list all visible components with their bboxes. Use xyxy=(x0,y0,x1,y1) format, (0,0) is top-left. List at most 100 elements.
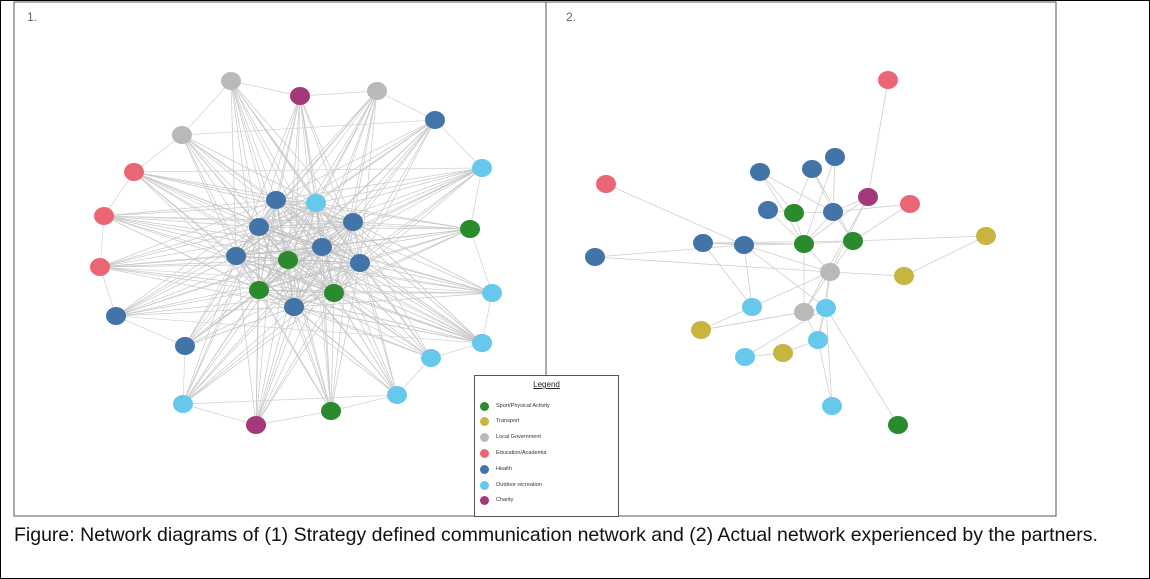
network-2-node-health xyxy=(585,248,605,266)
network-1-edge xyxy=(235,255,483,344)
panel-2-label: 2. xyxy=(566,10,577,24)
network-1-edge xyxy=(103,215,237,257)
network-1-edge xyxy=(184,255,237,347)
network-1-node-health xyxy=(343,213,363,231)
network-1-edge xyxy=(184,202,317,347)
network-1-edge xyxy=(255,410,332,426)
network-1-edge xyxy=(133,171,260,291)
network-2-node-health xyxy=(758,201,778,219)
network-1-edge xyxy=(99,266,335,294)
network-2-node-transport xyxy=(894,267,914,285)
network-1-edge xyxy=(230,80,277,201)
network-1-edge xyxy=(133,134,183,173)
network-1-edge xyxy=(255,289,260,426)
network-1-edge xyxy=(359,119,436,264)
network-2-edge xyxy=(759,171,805,245)
network-1-edge xyxy=(315,202,332,412)
network-1-edge xyxy=(182,289,260,405)
legend-dot-health xyxy=(480,464,489,474)
network-1-edge xyxy=(293,167,483,308)
network-1-edge xyxy=(293,306,432,359)
network-1-edge xyxy=(352,221,471,230)
network-1-edge xyxy=(315,167,483,204)
network-1-edge xyxy=(115,289,260,317)
network-1-edge xyxy=(133,171,483,344)
network-2-node-outdoor xyxy=(822,397,842,415)
network-1-edge xyxy=(321,246,332,412)
network-2-node-transport xyxy=(691,321,711,339)
network-1-edge xyxy=(352,221,432,359)
network-1-edge xyxy=(469,167,483,230)
legend-dot-sport xyxy=(480,401,489,411)
network-1-edge xyxy=(352,167,483,223)
network-1-edge xyxy=(230,80,260,228)
network-2-node-outdoor xyxy=(735,348,755,366)
network-2-edge xyxy=(817,339,833,407)
network-2-node-education xyxy=(878,71,898,89)
network-1-edge xyxy=(287,259,361,264)
network-1-edge xyxy=(333,228,471,294)
network-1-edge xyxy=(299,95,354,223)
network-1-edge xyxy=(181,134,323,248)
network-2-edge xyxy=(832,203,911,213)
network-2-edge xyxy=(832,156,836,213)
network-2-node-health xyxy=(693,234,713,252)
network-2-edge xyxy=(743,243,805,246)
network-1-edge xyxy=(287,90,378,261)
network-1-edge xyxy=(333,167,483,294)
network-1-node-sport xyxy=(324,284,344,302)
network-2-node-transport xyxy=(976,227,996,245)
network-1-edge xyxy=(258,95,301,228)
network-1-edge xyxy=(258,167,483,228)
legend-label-sport: Sport/Physical Activity xyxy=(496,403,550,409)
network-2-node-outdoor xyxy=(742,298,762,316)
network-1-node-health xyxy=(425,111,445,129)
network-1-edge xyxy=(99,221,354,268)
network-1-edge xyxy=(99,199,277,268)
legend-dot-outdoor xyxy=(480,480,489,490)
network-2-edge xyxy=(605,183,745,246)
network-1-node-education xyxy=(90,258,110,276)
network-1-edge xyxy=(258,289,335,294)
network-1-edge xyxy=(115,262,361,317)
network-1-node-localgov xyxy=(221,72,241,90)
network-1-edge xyxy=(235,119,436,257)
network-1-edge xyxy=(235,255,295,308)
network-1-edge xyxy=(103,199,277,217)
network-1-edge xyxy=(99,266,260,291)
network-1-edge xyxy=(230,80,354,223)
network-1-edge xyxy=(258,202,317,228)
network-1-edge xyxy=(99,266,493,294)
network-2-node-education xyxy=(596,175,616,193)
network-1-edge xyxy=(258,262,361,291)
network-2-edge xyxy=(852,235,987,242)
network-2-node-health xyxy=(823,203,843,221)
network-1-edge xyxy=(230,80,323,248)
network-1-edge xyxy=(275,199,361,264)
legend-item-health: Health xyxy=(480,463,512,475)
network-1-edge xyxy=(235,95,301,257)
legend-label-education: Education/Academia xyxy=(496,450,547,456)
legend-dot-charity xyxy=(480,495,489,505)
network-1-edge xyxy=(182,403,257,426)
network-2-edge xyxy=(594,244,745,258)
figure-caption: Figure: Network diagrams of (1) Strategy… xyxy=(14,524,1098,546)
network-1-edges xyxy=(99,80,493,426)
network-1-node-sport xyxy=(460,220,480,238)
network-1-edge xyxy=(258,226,323,248)
network-1-edge xyxy=(321,246,493,294)
network-1-edge xyxy=(115,221,354,317)
legend-item-charity: Charity xyxy=(480,494,513,506)
network-1-edge xyxy=(133,171,277,201)
network-1-edge xyxy=(115,315,186,347)
network-1-edge xyxy=(103,215,354,223)
network-2-edge xyxy=(867,79,889,198)
network-1-edge xyxy=(181,80,232,136)
network-1-edge xyxy=(275,90,378,201)
network-1-node-outdoor xyxy=(482,284,502,302)
network-1-edge xyxy=(333,292,432,359)
network-2-nodes xyxy=(585,71,996,434)
network-1-node-health xyxy=(106,307,126,325)
network-1-edge xyxy=(469,228,493,294)
network-1-node-health xyxy=(175,337,195,355)
